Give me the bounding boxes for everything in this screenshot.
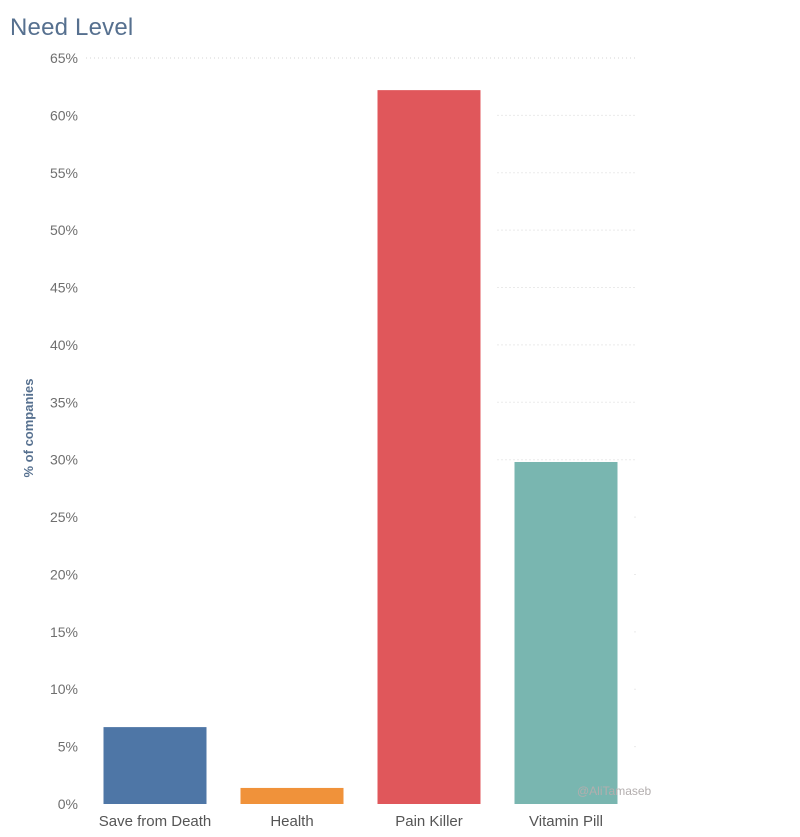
y-axis-ticks: 0% 5% 10% 15% 20% 25% 30% 35% 40% 45% 50% 55% 60% 65% — [50, 50, 78, 812]
bar-save-from-death[interactable] — [103, 727, 207, 804]
x-category-label: Pain Killer — [395, 813, 463, 830]
y-tick-label: 35% — [50, 394, 78, 410]
bar-pain-killer[interactable] — [377, 90, 481, 805]
bar-vitamin-pill[interactable] — [514, 461, 618, 804]
bar-health[interactable] — [240, 787, 344, 804]
x-axis-labels: Save from Death Health Pain Killer Vitamin … — [99, 813, 603, 830]
grid-lines — [86, 57, 636, 748]
x-category-label: Health — [270, 813, 313, 830]
y-tick-label: 60% — [50, 107, 78, 123]
y-tick-label: 40% — [50, 337, 78, 353]
watermark: @AliTamaseb — [577, 784, 652, 798]
x-category-label: Vitamin Pill — [529, 813, 603, 830]
y-tick-label: 0% — [58, 796, 78, 812]
chart-title: Need Level — [10, 14, 134, 41]
y-tick-label: 25% — [50, 509, 78, 525]
y-tick-label: 45% — [50, 280, 78, 296]
y-tick-label: 30% — [50, 452, 78, 468]
y-tick-label: 10% — [50, 681, 78, 697]
y-tick-label: 65% — [50, 50, 78, 66]
y-tick-label: 15% — [50, 624, 78, 640]
x-category-label: Save from Death — [99, 813, 212, 830]
bars — [103, 90, 618, 805]
y-tick-label: 20% — [50, 566, 78, 582]
y-axis-title: % of companies — [21, 379, 36, 478]
y-tick-label: 5% — [58, 739, 78, 755]
y-tick-label: 55% — [50, 165, 78, 181]
y-tick-label: 50% — [50, 222, 78, 238]
